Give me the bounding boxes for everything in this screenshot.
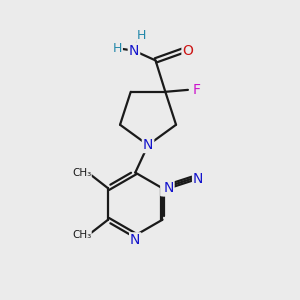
Text: CH₃: CH₃ — [72, 168, 91, 178]
Text: N: N — [161, 181, 172, 195]
Text: O: O — [182, 44, 194, 58]
Text: N: N — [163, 181, 174, 195]
Text: N: N — [143, 138, 153, 152]
Text: H: H — [112, 42, 122, 55]
Text: N: N — [130, 233, 140, 247]
Text: F: F — [193, 83, 201, 97]
Text: H: H — [137, 29, 146, 42]
Text: N: N — [129, 44, 139, 58]
Text: N: N — [193, 172, 203, 186]
Text: CH₃: CH₃ — [72, 230, 91, 240]
